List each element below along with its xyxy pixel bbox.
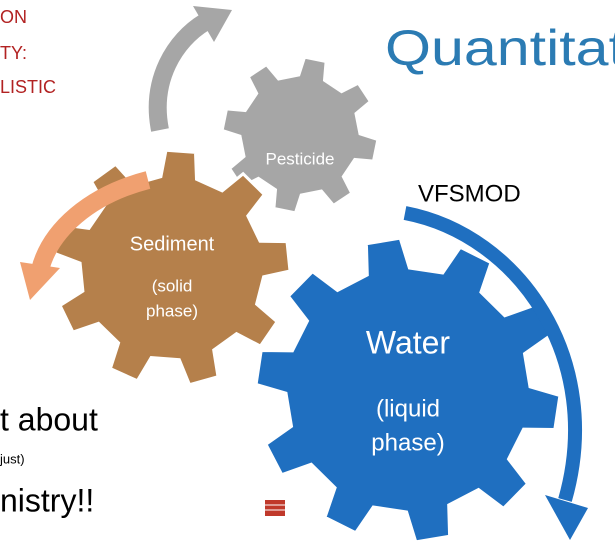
gear-sublabel: phase) (146, 301, 198, 320)
slide: ON TY: LISTIC Quantitat VFSMOD Pesticide… (0, 0, 615, 548)
model-label: VFSMOD (418, 180, 521, 207)
bottom-text: nistry!! (0, 482, 94, 518)
left-text: LISTIC (0, 77, 56, 97)
gear-label: Water (366, 324, 451, 360)
icon (265, 500, 285, 516)
gear-sublabel: phase) (371, 429, 444, 456)
gear-label: Sediment (130, 233, 215, 255)
bottom-text: t about (0, 401, 98, 437)
left-text: TY: (0, 43, 27, 63)
gear-label: Pesticide (266, 149, 335, 168)
gear-sublabel: (liquid (376, 395, 440, 422)
gear-sublabel: (solid (152, 276, 193, 295)
left-text: ON (0, 7, 27, 27)
bottom-text: just) (0, 451, 25, 466)
title: Quantitat (385, 20, 615, 76)
